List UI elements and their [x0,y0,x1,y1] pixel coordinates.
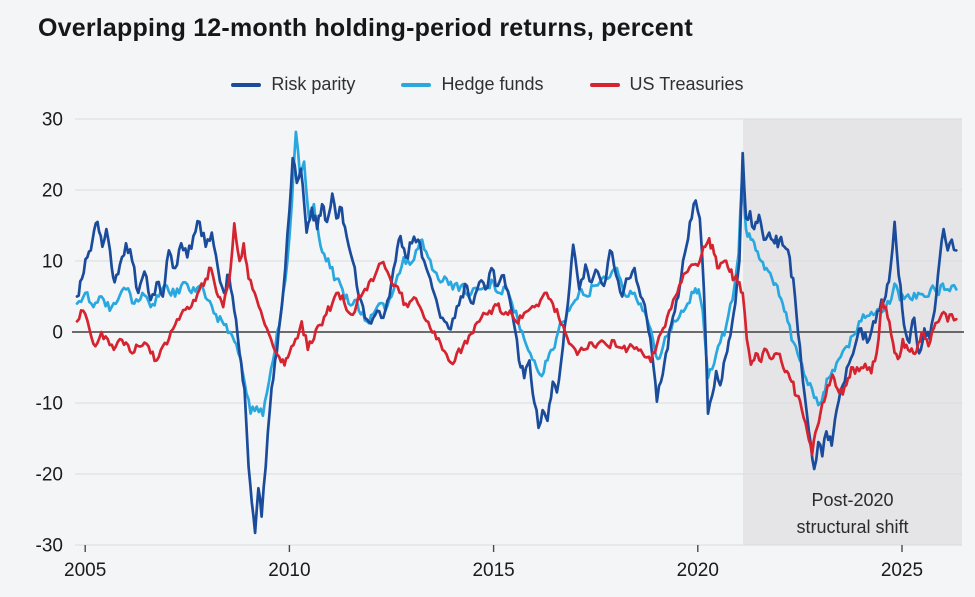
legend-item-risk-parity: Risk parity [231,74,355,95]
x-axis-tick-label: 2015 [472,560,514,581]
annotation-line-2: structural shift [796,517,909,537]
y-axis-tick-label: -30 [36,536,63,557]
shaded-region-annotation: Post-2020 structural shift [743,487,962,541]
hedge-funds-line-swatch-icon [401,82,432,87]
y-axis-tick-label: 20 [42,181,63,202]
series-line-us-treasuries [75,222,958,457]
legend-label-risk-parity: Risk parity [271,74,356,94]
x-axis-tick-label: 2005 [64,560,106,581]
y-axis-tick-label: 10 [42,252,63,273]
legend: Risk parity Hedge funds US Treasuries [0,74,975,95]
annotation-line-1: Post-2020 [811,490,894,510]
y-axis-tick-label: 30 [42,110,63,131]
x-axis-tick-label: 2025 [881,560,923,581]
y-axis-tick-label: 0 [52,323,63,344]
y-axis-tick-label: -10 [36,394,63,415]
legend-label-us-treasuries: US Treasuries [629,74,744,94]
y-axis-tick-label: -20 [36,465,63,486]
legend-item-us-treasuries: US Treasuries [589,74,744,95]
legend-label-hedge-funds: Hedge funds [441,74,544,94]
page-title: Overlapping 12-month holding-period retu… [38,14,693,42]
us-treasuries-line-swatch-icon [589,82,620,87]
x-axis-tick-label: 2020 [677,560,719,581]
series-line-hedge-funds [75,130,958,418]
series-line-risk-parity [75,151,958,535]
x-axis-tick-label: 2010 [268,560,310,581]
legend-item-hedge-funds: Hedge funds [401,74,544,95]
risk-parity-line-swatch-icon [231,82,262,87]
